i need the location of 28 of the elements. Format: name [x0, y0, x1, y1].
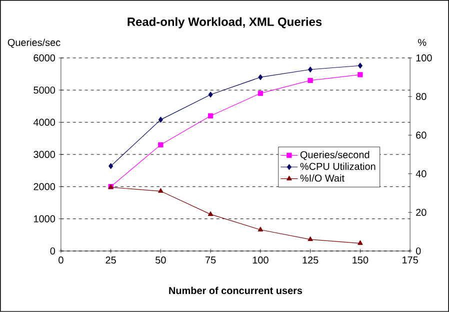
y-tick-label: 1000	[34, 215, 56, 222]
legend-label: %CPU Utilization	[300, 162, 376, 170]
x-tick-label: 175	[402, 256, 418, 264]
x-tick-label: 25	[106, 256, 116, 264]
x-tick-label: 75	[206, 256, 216, 264]
x-tick-label: 125	[302, 256, 318, 264]
y-tick-label: 3000	[34, 150, 56, 158]
x-tick-label: 0	[58, 256, 64, 264]
y-tick-label: 0	[50, 248, 56, 255]
legend-label: %I/O Wait	[300, 174, 344, 182]
y-tick-label: 4000	[33, 118, 56, 126]
y-tick-label: 6000	[34, 54, 56, 62]
y-tick-label: 2000	[34, 183, 56, 190]
x-axis-title: Number of concurrent users	[169, 286, 302, 294]
y2-axis-title: %	[418, 39, 426, 46]
x-tick-label: 100	[252, 256, 268, 264]
y2-tick-label: 80	[416, 93, 426, 100]
y2-tick-label: 0	[416, 248, 421, 255]
legend-label: Queries/second	[300, 150, 370, 160]
x-tick-label: 50	[156, 256, 166, 264]
y2-tick-label: 100	[416, 54, 432, 62]
x-tick-label: 150	[352, 256, 368, 264]
y2-tick-label: 40	[416, 170, 426, 178]
y-axis-title: Queries/sec	[8, 38, 60, 48]
y2-tick-label: 20	[416, 208, 426, 216]
y2-tick-label: 60	[416, 132, 426, 139]
y-tick-label: 5000	[34, 86, 56, 94]
chart-title: Read-only Workload, XML Queries	[128, 17, 322, 28]
